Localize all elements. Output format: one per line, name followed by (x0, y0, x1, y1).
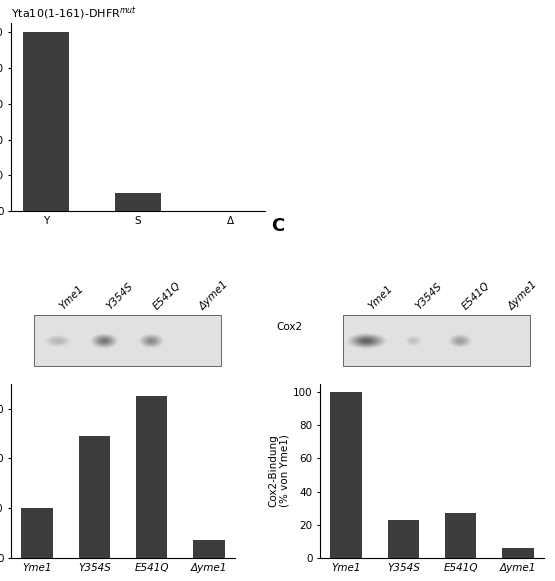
Bar (193, 540, 225, 558)
Text: Yta10(1-161)-DHFR$^{mut}$: Yta10(1-161)-DHFR$^{mut}$ (11, 5, 137, 22)
Bar (23, 32, 69, 211)
Bar (445, 513, 476, 558)
Bar (115, 193, 161, 211)
Text: E541Q: E541Q (151, 281, 183, 312)
Text: Δyme1: Δyme1 (198, 279, 230, 312)
Text: Cox2: Cox2 (276, 322, 302, 332)
Text: Yme1: Yme1 (58, 284, 85, 312)
Text: Yme1: Yme1 (367, 284, 395, 312)
Bar (344, 315, 530, 366)
Text: Δyme1: Δyme1 (507, 279, 539, 312)
Bar (34, 315, 221, 366)
Bar (21, 508, 53, 558)
Bar (79, 436, 110, 558)
Text: Y354S: Y354S (413, 282, 443, 312)
Text: Y354S: Y354S (104, 282, 135, 312)
Bar (330, 392, 362, 558)
Bar (136, 396, 168, 558)
Text: E541Q: E541Q (460, 281, 491, 312)
Bar (387, 519, 419, 558)
Bar (502, 548, 534, 558)
Text: C: C (271, 217, 284, 235)
Y-axis label: Cox2-Bindung
(% von Yme1): Cox2-Bindung (% von Yme1) (269, 435, 290, 507)
